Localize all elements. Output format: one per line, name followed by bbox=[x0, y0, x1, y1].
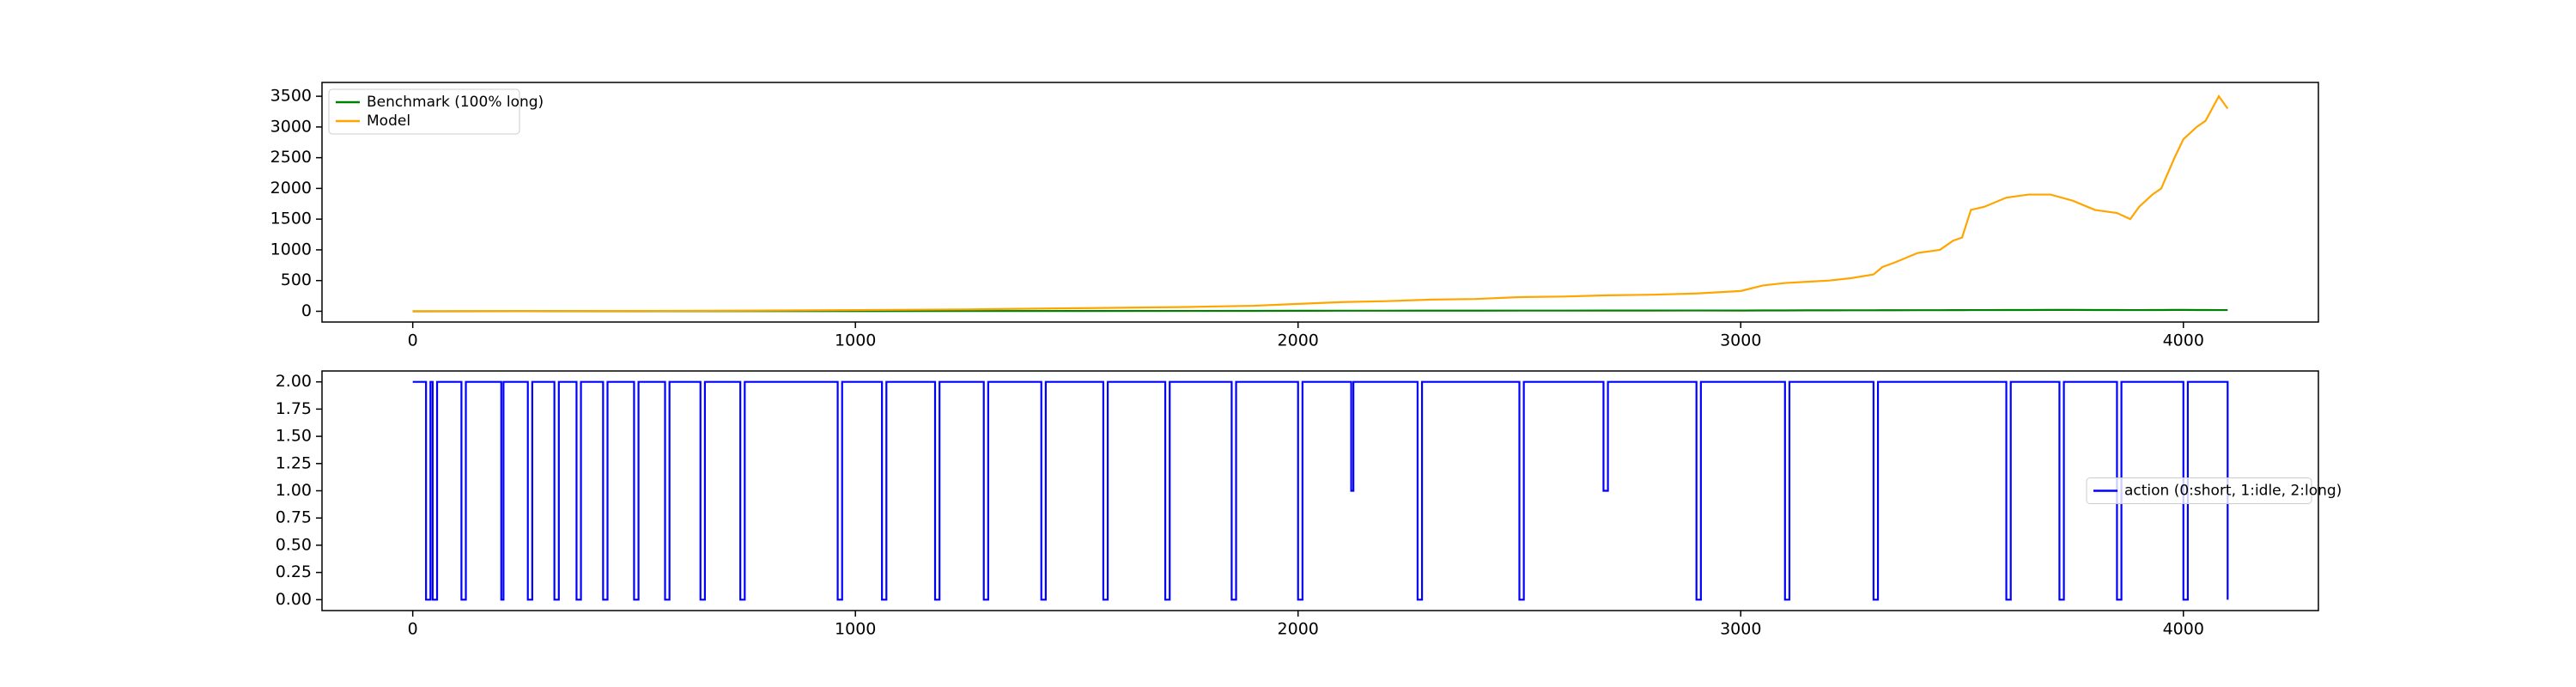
axes-frame bbox=[321, 370, 2319, 611]
axes-frame bbox=[321, 82, 2319, 323]
y-tick-label: 2000 bbox=[270, 179, 312, 198]
y-tick-label: 2500 bbox=[270, 148, 312, 167]
x-tick-label: 4000 bbox=[2163, 620, 2204, 639]
y-tick-label: 500 bbox=[281, 271, 312, 289]
y-tick-label: 1.50 bbox=[276, 427, 312, 446]
x-tick-label: 3000 bbox=[1720, 620, 1761, 639]
legend-label: action (0:short, 1:idle, 2:long) bbox=[2124, 483, 2342, 500]
y-tick-label: 1.25 bbox=[276, 453, 312, 472]
y-tick-label: 0.25 bbox=[276, 562, 312, 581]
x-tick-label: 1000 bbox=[835, 620, 876, 639]
legend-box bbox=[328, 88, 520, 135]
series-line bbox=[412, 308, 2228, 313]
x-tick-label: 2000 bbox=[1278, 331, 1319, 350]
legend-box bbox=[2086, 477, 2312, 504]
x-tick-label: 0 bbox=[408, 331, 418, 350]
x-tick-label: 2000 bbox=[1278, 620, 1319, 639]
y-tick-label: 2.00 bbox=[276, 372, 312, 391]
y-tick-label: 0.00 bbox=[276, 590, 312, 609]
y-tick-label: 1.75 bbox=[276, 399, 312, 418]
y-tick-label: 3500 bbox=[270, 87, 312, 106]
x-tick-label: 4000 bbox=[2163, 331, 2204, 350]
series-line bbox=[412, 380, 2229, 601]
y-tick-label: 3000 bbox=[270, 117, 312, 136]
series-line bbox=[412, 94, 2229, 313]
y-tick-label: 1500 bbox=[270, 210, 312, 228]
legend-label: Model bbox=[367, 112, 410, 130]
y-tick-label: 1000 bbox=[270, 240, 312, 258]
y-tick-label: 0 bbox=[301, 301, 312, 320]
y-tick-label: 0.50 bbox=[276, 535, 312, 554]
x-tick-label: 0 bbox=[408, 620, 418, 639]
x-tick-label: 3000 bbox=[1720, 331, 1761, 350]
y-tick-label: 0.75 bbox=[276, 508, 312, 527]
x-tick-label: 1000 bbox=[835, 331, 876, 350]
y-tick-label: 1.00 bbox=[276, 481, 312, 500]
legend-label: Benchmark (100% long) bbox=[367, 94, 544, 111]
